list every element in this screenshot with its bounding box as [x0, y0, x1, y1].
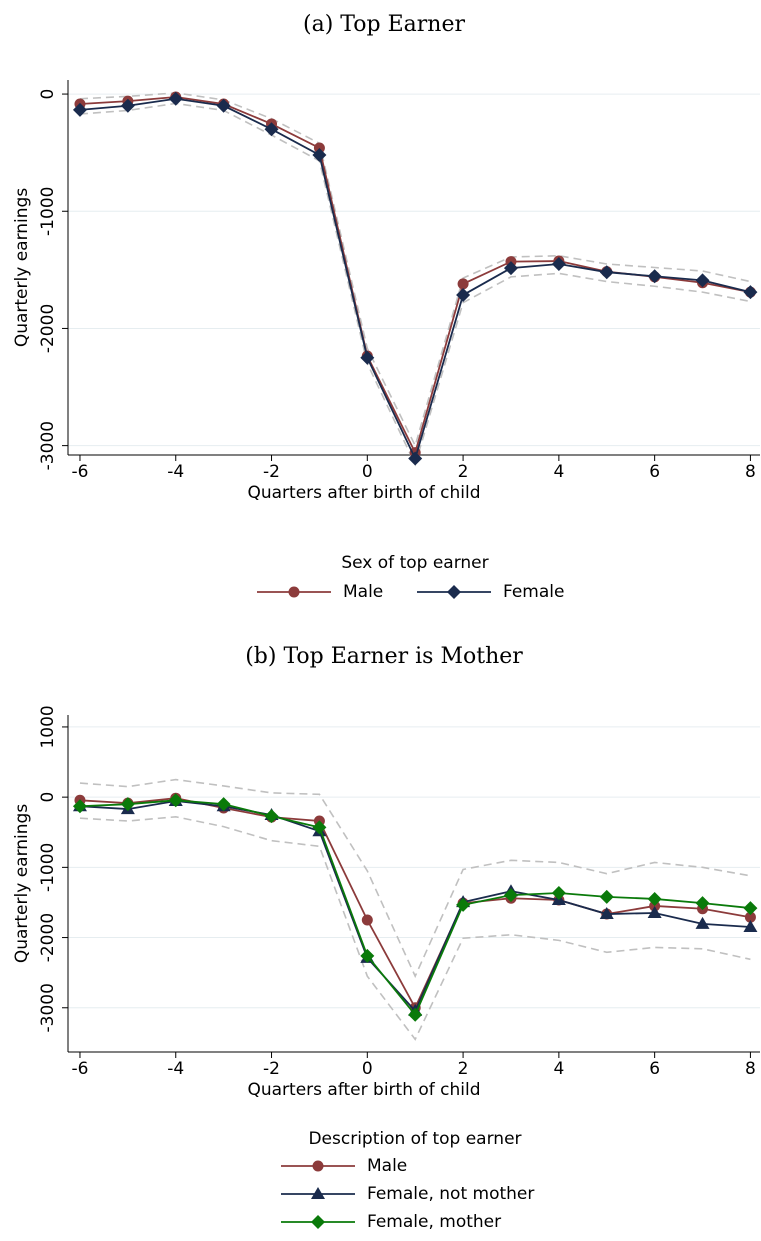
marker — [264, 809, 279, 824]
marker — [551, 885, 566, 900]
y-tick-label: 0 — [38, 89, 58, 100]
x-tick-label: 0 — [362, 462, 373, 482]
x-tick-label: 4 — [553, 1059, 564, 1079]
marker — [551, 256, 566, 271]
x-tick-label: -2 — [263, 462, 280, 482]
y-axis-title: Quarterly earnings — [12, 804, 32, 963]
legend-title: Sex of top earner — [341, 553, 488, 573]
marker — [599, 907, 614, 920]
marker — [313, 142, 325, 154]
marker — [743, 920, 758, 933]
marker — [408, 451, 423, 466]
y-tick-label: -2000 — [38, 304, 58, 353]
legend-label: Female — [503, 582, 564, 602]
x-tick-label: 2 — [458, 1059, 469, 1079]
marker — [503, 261, 518, 276]
x-tick-label: -6 — [71, 1059, 88, 1079]
marker — [120, 797, 135, 812]
legend-title: Description of top earner — [308, 1129, 521, 1149]
chart-title: (b) Top Earner is Mother — [245, 644, 523, 669]
marker — [216, 797, 231, 812]
marker — [216, 98, 231, 113]
marker — [695, 273, 710, 288]
legend-label: Female, mother — [367, 1212, 501, 1232]
marker — [361, 914, 373, 926]
x-tick-label: -4 — [167, 1059, 184, 1079]
marker — [647, 905, 662, 918]
marker — [72, 799, 87, 814]
ci-band — [79, 102, 751, 467]
x-tick-label: 6 — [649, 1059, 660, 1079]
marker — [312, 1160, 324, 1172]
marker — [288, 586, 300, 598]
y-tick-label: -3000 — [38, 421, 58, 470]
x-tick-label: 8 — [745, 462, 756, 482]
marker — [503, 888, 518, 903]
marker — [744, 911, 756, 923]
y-tick-label: 0 — [38, 792, 58, 803]
y-axis-title: Quarterly earnings — [12, 188, 32, 347]
ci-band — [79, 92, 751, 448]
marker — [599, 265, 614, 280]
x-tick-label: 4 — [553, 462, 564, 482]
marker — [649, 900, 661, 912]
marker — [408, 1007, 423, 1022]
x-tick-label: 6 — [649, 462, 660, 482]
marker — [311, 1187, 325, 1199]
x-tick-label: 2 — [458, 462, 469, 482]
y-tick-label: -1000 — [38, 187, 58, 236]
x-tick-label: -4 — [167, 462, 184, 482]
marker — [599, 889, 614, 904]
y-tick-label: 1000 — [38, 705, 58, 748]
marker — [447, 585, 461, 599]
x-axis-title: Quarters after birth of child — [247, 483, 480, 503]
legend-label: Male — [343, 582, 383, 602]
ci-band — [79, 815, 751, 1041]
x-tick-label: -2 — [263, 1059, 280, 1079]
y-tick-label: -2000 — [38, 913, 58, 962]
marker — [695, 896, 710, 911]
marker — [456, 897, 471, 912]
marker — [120, 98, 135, 113]
y-tick-label: -1000 — [38, 843, 58, 892]
x-tick-label: 0 — [362, 1059, 373, 1079]
legend-label: Female, not mother — [367, 1184, 534, 1204]
marker — [647, 269, 662, 284]
marker — [647, 891, 662, 906]
marker — [72, 102, 87, 117]
marker — [360, 948, 375, 963]
x-axis-title: Quarters after birth of child — [247, 1080, 480, 1100]
y-tick-label: -3000 — [38, 983, 58, 1032]
chart-title: (a) Top Earner — [303, 12, 465, 37]
marker — [743, 285, 758, 300]
x-tick-label: -6 — [71, 462, 88, 482]
marker — [168, 793, 183, 808]
marker — [311, 1215, 325, 1229]
marker — [312, 820, 327, 835]
marker — [312, 148, 327, 162]
legend-label: Male — [367, 1156, 407, 1176]
marker — [168, 91, 183, 106]
marker — [743, 901, 758, 916]
marker — [456, 288, 471, 303]
marker — [457, 278, 469, 290]
marker — [360, 350, 375, 365]
marker — [695, 916, 710, 929]
marker — [264, 122, 279, 137]
x-tick-label: 8 — [745, 1059, 756, 1079]
ci-band — [79, 778, 751, 979]
